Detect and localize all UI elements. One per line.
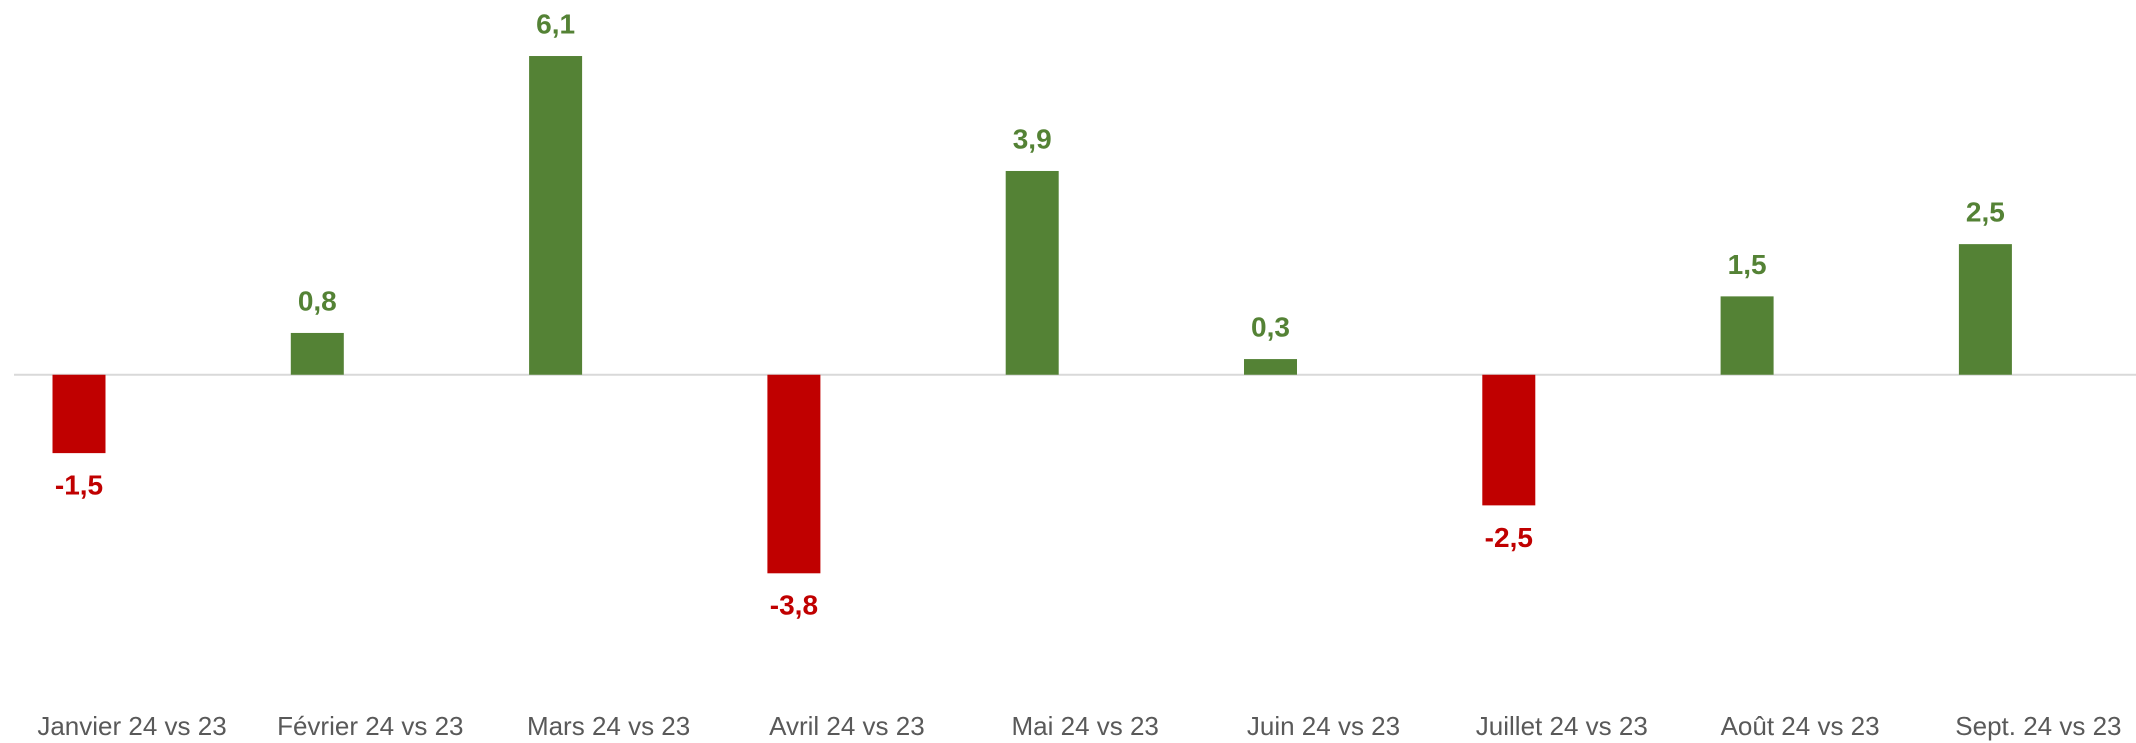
data-label: 2,5 bbox=[1966, 197, 2005, 228]
data-label: 3,9 bbox=[1013, 123, 1052, 154]
data-label: 6,1 bbox=[536, 8, 575, 39]
x-tick-label: Juin 24 vs 23 bbox=[1247, 711, 1400, 741]
x-tick-label: Sept. 24 vs 23 bbox=[1955, 711, 2121, 741]
x-tick-label: Mars 24 vs 23 bbox=[527, 711, 690, 741]
data-label: -3,8 bbox=[770, 590, 818, 621]
x-tick-label: Février 24 vs 23 bbox=[277, 711, 463, 741]
bar bbox=[1958, 244, 2012, 375]
bar bbox=[767, 374, 821, 574]
bar bbox=[52, 374, 106, 454]
bar bbox=[1482, 374, 1536, 506]
data-label: 1,5 bbox=[1728, 249, 1767, 280]
bar bbox=[529, 56, 583, 375]
x-tick-label: Avril 24 vs 23 bbox=[769, 711, 925, 741]
data-label: 0,8 bbox=[298, 285, 337, 316]
x-tick-label: Août 24 vs 23 bbox=[1721, 711, 1880, 741]
x-tick-label: Janvier 24 vs 23 bbox=[37, 711, 226, 741]
bar bbox=[1244, 359, 1297, 375]
data-label: -2,5 bbox=[1485, 522, 1533, 553]
x-tick-label: Juillet 24 vs 23 bbox=[1476, 711, 1648, 741]
data-label: 0,3 bbox=[1251, 311, 1290, 342]
x-tick-label: Mai 24 vs 23 bbox=[1011, 711, 1158, 741]
bar bbox=[1005, 170, 1059, 375]
bar bbox=[290, 332, 344, 375]
data-label: -1,5 bbox=[55, 470, 103, 501]
bar bbox=[1720, 296, 1774, 375]
